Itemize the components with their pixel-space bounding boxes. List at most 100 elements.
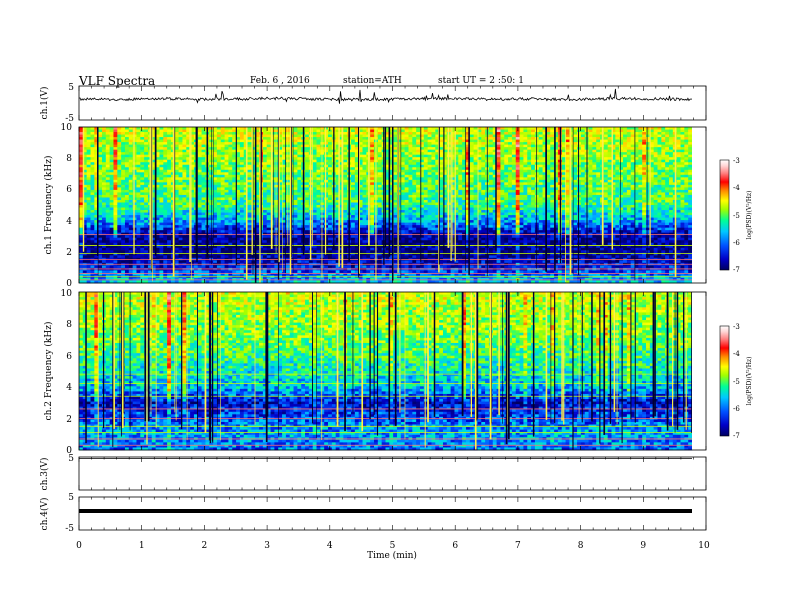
spectrogram-cell xyxy=(328,210,333,213)
spectrogram-cell xyxy=(197,132,202,135)
spectrogram-cell xyxy=(224,255,229,259)
spectrogram-cell xyxy=(155,237,160,241)
spectrogram-cell xyxy=(140,247,145,251)
spectrogram-cell xyxy=(136,237,141,241)
spectrogram-cell xyxy=(293,199,298,203)
spectrogram-cell xyxy=(186,215,191,218)
spectrogram-cell xyxy=(351,159,356,163)
spectrogram-cell xyxy=(113,187,118,191)
spectrogram-cell xyxy=(105,174,111,178)
spectrogram-cell xyxy=(289,260,294,264)
spectrogram-cell xyxy=(316,235,321,239)
spectrogram-cell xyxy=(155,147,160,151)
spectrogram-cell xyxy=(282,179,287,183)
spectrogram-cell xyxy=(159,240,164,244)
spectrogram-cell xyxy=(151,280,157,284)
spectrogram-cell xyxy=(266,205,271,208)
spectrogram-cell xyxy=(117,182,122,186)
spectrogram-cell xyxy=(232,159,237,163)
spectrogram-cell xyxy=(228,164,233,168)
spectrogram-cell xyxy=(293,164,298,168)
spectrogram-cell xyxy=(251,182,256,186)
spectrogram-cell xyxy=(117,154,122,158)
spectrogram-cell xyxy=(98,215,103,218)
spectrogram-cell xyxy=(155,152,160,156)
spectrogram-cell xyxy=(320,159,325,163)
spectrogram-cell xyxy=(186,167,191,171)
spectrogram-cell xyxy=(109,277,114,281)
spectrogram-cell xyxy=(178,189,183,193)
spectrogram-cell xyxy=(128,162,134,166)
spectrogram-cell xyxy=(320,250,325,254)
spectrogram-cell xyxy=(282,212,287,216)
spectrogram-cell xyxy=(243,252,248,256)
spectrogram-cell xyxy=(251,220,256,224)
spectrogram-cell xyxy=(266,189,271,193)
spectrogram-cell xyxy=(324,225,329,229)
spectrogram-cell xyxy=(239,162,245,166)
spectrogram-cell xyxy=(316,205,321,208)
spectrogram-cell xyxy=(247,280,252,284)
spectrogram-cell xyxy=(255,179,260,183)
spectrogram-cell xyxy=(167,237,172,241)
spectrogram-cell xyxy=(377,237,383,241)
spectrogram-cell xyxy=(113,127,118,130)
spectrogram-cell xyxy=(343,157,348,161)
spectrogram-cell xyxy=(182,154,187,158)
spectrogram-cell xyxy=(266,220,271,224)
spectrogram-cell xyxy=(98,252,103,256)
spectrogram-cell xyxy=(190,235,195,239)
spectrogram-cell xyxy=(113,172,118,176)
spectrogram-cell xyxy=(136,182,141,186)
spectrogram-cell xyxy=(163,189,168,193)
spectrogram-cell xyxy=(174,179,180,183)
spectrogram-cell xyxy=(209,255,214,259)
spectrogram-cell xyxy=(370,177,375,181)
spectrogram-cell xyxy=(209,232,214,236)
spectrogram-cell xyxy=(94,169,99,173)
spectrogram-cell xyxy=(201,147,206,151)
spectrogram-cell xyxy=(132,169,137,173)
spectrogram-cell xyxy=(243,127,248,130)
spectrogram-cell xyxy=(324,247,329,251)
spectrogram-cell xyxy=(239,245,245,249)
spectrogram-cell xyxy=(167,227,172,231)
spectrogram-cell xyxy=(90,252,95,256)
spectrogram-cell xyxy=(236,207,241,211)
spectrogram-cell xyxy=(266,152,271,156)
spectrogram-cell xyxy=(274,192,279,196)
spectrogram-cell xyxy=(274,169,279,173)
spectrogram-cell xyxy=(274,252,279,256)
spectrogram-cell xyxy=(239,187,245,191)
spectrogram-cell xyxy=(117,242,122,246)
spectrogram-cell xyxy=(144,265,149,269)
spectrogram-cell xyxy=(370,205,375,208)
spectrogram-cell xyxy=(140,230,145,234)
spectrogram-cell xyxy=(174,210,180,213)
spectrogram-cell xyxy=(144,252,149,256)
spectrogram-cell xyxy=(236,162,241,166)
spectrogram-cell xyxy=(94,247,99,251)
spectrogram-cell xyxy=(343,247,348,251)
spectrogram-cell xyxy=(121,225,126,229)
spectrogram-cell xyxy=(274,162,279,166)
spectrogram-cell xyxy=(328,205,333,208)
spectrogram-cell xyxy=(132,245,137,249)
spectrogram-cell xyxy=(186,255,191,259)
spectrogram-cell xyxy=(124,177,130,181)
spectrogram-cell xyxy=(132,207,137,211)
spectrogram-cell xyxy=(343,212,348,216)
spectrogram-cell xyxy=(121,212,126,216)
spectrogram-cell xyxy=(343,159,348,163)
spectrogram-cell xyxy=(251,174,256,178)
spectrogram-cell xyxy=(101,152,107,156)
spectrogram-cell xyxy=(247,142,252,146)
spectrogram-cell xyxy=(228,139,233,143)
spectrogram-cell xyxy=(109,205,114,208)
spectrogram-cell xyxy=(236,192,241,196)
spectrogram-cell xyxy=(86,152,91,156)
spectrogram-cell xyxy=(278,192,283,196)
spectrogram-cell xyxy=(370,227,375,231)
spectrogram-cell xyxy=(293,225,298,229)
